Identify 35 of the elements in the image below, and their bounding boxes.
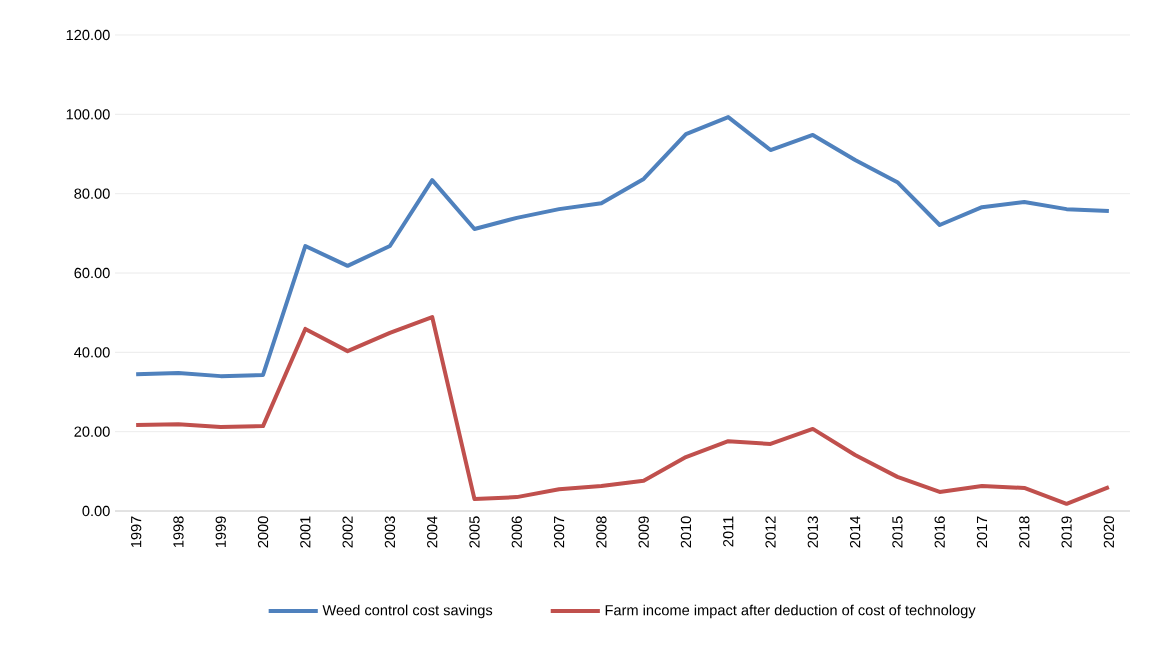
y-tick-label: 120.00 [66, 29, 110, 41]
x-tick-label: 2019 [1061, 516, 1072, 548]
x-tick-label: 1998 [173, 516, 184, 548]
x-tick-label: 2004 [427, 516, 438, 548]
x-tick-label: 2009 [638, 516, 649, 548]
x-tick-label: 2005 [469, 516, 480, 548]
x-tick-label: 1999 [215, 516, 226, 548]
x-tick-label: 2007 [553, 516, 565, 548]
x-tick-label: 2008 [596, 516, 607, 548]
x-tick-label: 2016 [934, 516, 945, 548]
line-series [134, 315, 1111, 506]
x-tick-label: 2002 [342, 516, 353, 548]
y-tick-label: 40.00 [74, 347, 110, 358]
y-tick-label: 80.00 [74, 188, 110, 199]
x-tick-label: 2020 [1103, 516, 1115, 548]
x-tick-label: 2012 [765, 516, 776, 548]
y-tick-label: 20.00 [74, 426, 110, 437]
y-tick-label: 0.00 [82, 505, 110, 517]
legend-label: Farm income impact after deduction of cost of technology [605, 604, 976, 619]
x-tick-label: 2003 [384, 516, 396, 548]
x-tick-label: 2000 [257, 516, 269, 548]
x-tick-label: 2006 [511, 516, 522, 548]
x-tick-label: 2017 [976, 516, 988, 548]
x-tick-label: 2014 [849, 516, 861, 548]
x-tick-label: 2010 [680, 516, 692, 548]
x-tick-label: 2015 [892, 516, 903, 548]
x-tick-label: 2013 [807, 516, 818, 548]
x-tick-label: 2001 [300, 516, 311, 548]
y-tick-label: 100.00 [66, 109, 110, 120]
y-tick-label: 60.00 [74, 267, 110, 279]
line-series [134, 115, 1111, 379]
x-tick-label: 2011 [723, 516, 734, 547]
x-tick-label: 1997 [130, 516, 142, 548]
x-tick-label: 2018 [1019, 516, 1030, 548]
legend-label: Weed control cost savings [322, 604, 493, 619]
